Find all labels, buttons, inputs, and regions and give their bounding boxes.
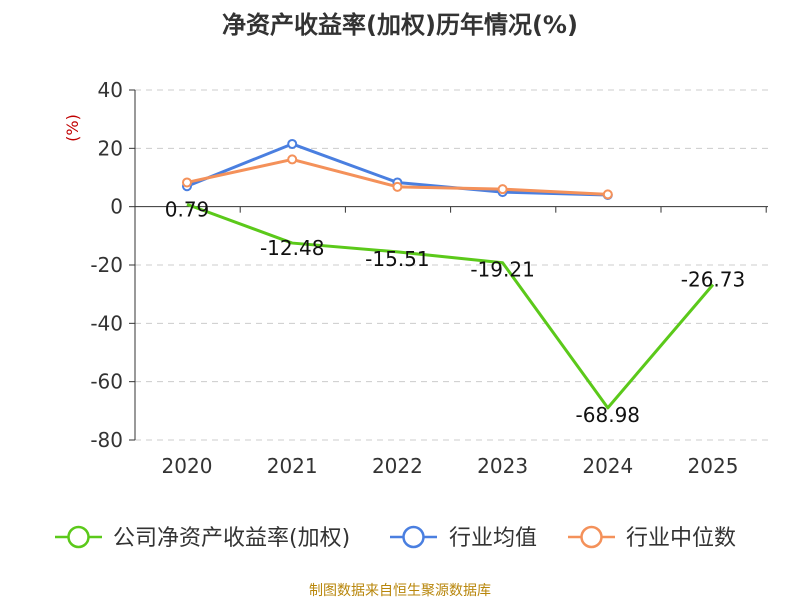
legend-marker bbox=[402, 525, 425, 549]
legend-item-1[interactable]: 行业均值 bbox=[390, 525, 537, 551]
data-point bbox=[287, 138, 298, 149]
data-point bbox=[287, 154, 298, 165]
y-axis-unit: (%) bbox=[63, 114, 82, 142]
y-tick-label: 0 bbox=[110, 195, 123, 219]
legend-item-2[interactable]: 行业中位数 bbox=[568, 525, 736, 551]
data-label: -68.98 bbox=[576, 403, 640, 427]
x-tick-label: 2024 bbox=[582, 454, 633, 478]
y-tick-label: 40 bbox=[98, 78, 123, 102]
y-tick-label: -80 bbox=[90, 428, 123, 452]
legend-label: 行业中位数 bbox=[626, 526, 736, 551]
y-tick-label: -60 bbox=[90, 370, 123, 394]
legend-label: 公司净资产收益率(加权) bbox=[113, 526, 350, 551]
chart-title: 净资产收益率(加权)历年情况(%) bbox=[222, 11, 578, 39]
data-point bbox=[182, 177, 192, 188]
data-point bbox=[392, 181, 403, 192]
legend-label: 行业均值 bbox=[449, 526, 537, 551]
x-tick-label: 2020 bbox=[162, 454, 213, 478]
data-point bbox=[497, 184, 508, 195]
series-line-0 bbox=[186, 202, 715, 410]
x-tick-label: 2022 bbox=[372, 454, 423, 478]
x-tick-label: 2025 bbox=[688, 454, 739, 478]
x-tick-label: 2021 bbox=[267, 454, 318, 478]
data-label: 0.79 bbox=[165, 197, 210, 221]
data-point bbox=[602, 189, 613, 200]
data-label: -15.51 bbox=[365, 247, 429, 271]
data-label: -19.21 bbox=[470, 258, 534, 282]
source-note: 制图数据来自恒生聚源数据库 bbox=[309, 583, 491, 599]
y-tick-label: -20 bbox=[90, 253, 123, 277]
x-tick-label: 2023 bbox=[477, 454, 528, 478]
data-label: -12.48 bbox=[260, 236, 324, 260]
y-tick-label: -40 bbox=[90, 311, 123, 335]
data-label: -26.73 bbox=[681, 268, 745, 292]
y-tick-label: 20 bbox=[98, 136, 123, 160]
legend-marker bbox=[67, 525, 90, 549]
legend-item-0[interactable]: 公司净资产收益率(加权) bbox=[55, 525, 350, 551]
legend-marker bbox=[580, 525, 603, 549]
